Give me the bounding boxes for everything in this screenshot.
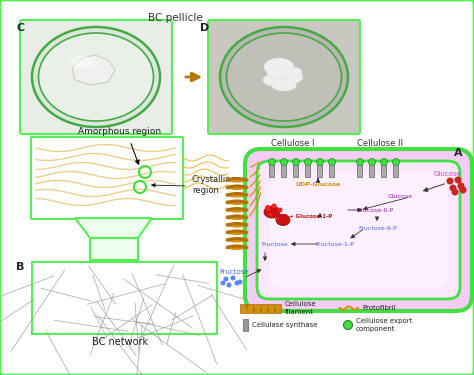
Ellipse shape: [282, 67, 302, 77]
Ellipse shape: [38, 33, 154, 121]
Text: Glucose-6-P: Glucose-6-P: [356, 207, 393, 213]
Ellipse shape: [267, 68, 285, 78]
Text: Fructose: Fructose: [219, 269, 249, 275]
Bar: [369, 163, 374, 177]
Bar: [32, 262, 217, 334]
Bar: [381, 163, 386, 177]
Text: Glucose: Glucose: [387, 194, 412, 198]
Bar: [261, 304, 267, 313]
Text: Cellulose export
component: Cellulose export component: [356, 318, 412, 332]
Circle shape: [275, 216, 279, 220]
FancyBboxPatch shape: [257, 161, 460, 299]
Text: Fructose-6-P: Fructose-6-P: [359, 225, 397, 231]
Bar: [317, 163, 322, 177]
Circle shape: [447, 177, 454, 184]
FancyBboxPatch shape: [20, 20, 172, 134]
Circle shape: [381, 159, 388, 165]
Ellipse shape: [227, 33, 341, 121]
Bar: [254, 304, 260, 313]
Circle shape: [317, 159, 323, 165]
Text: Cellulose
filament: Cellulose filament: [285, 302, 317, 315]
Text: Crystalline
region: Crystalline region: [192, 175, 237, 195]
Text: Fructose: Fructose: [262, 242, 288, 246]
Circle shape: [281, 159, 288, 165]
Circle shape: [272, 204, 276, 209]
Circle shape: [292, 159, 300, 165]
Text: Glucose: Glucose: [434, 171, 462, 177]
Text: UDP-Glucose: UDP-Glucose: [295, 183, 341, 188]
Circle shape: [277, 207, 283, 213]
Text: UTP + Glucose-1-P: UTP + Glucose-1-P: [275, 213, 333, 219]
Bar: [269, 163, 274, 177]
Bar: [393, 163, 398, 177]
Circle shape: [328, 159, 336, 165]
Text: Cellulose I: Cellulose I: [271, 139, 315, 148]
Ellipse shape: [264, 206, 280, 218]
Text: Protofibril: Protofibril: [362, 305, 396, 311]
Bar: [243, 319, 248, 331]
Circle shape: [452, 189, 458, 195]
FancyBboxPatch shape: [245, 149, 472, 311]
Ellipse shape: [272, 79, 297, 91]
Bar: [305, 163, 310, 177]
Bar: [247, 304, 253, 313]
Circle shape: [227, 282, 231, 288]
Circle shape: [268, 213, 272, 217]
Ellipse shape: [276, 214, 290, 225]
Circle shape: [344, 321, 353, 330]
Text: BC pellicle: BC pellicle: [147, 13, 202, 23]
Text: Amorphous region: Amorphous region: [78, 127, 162, 136]
Bar: [281, 163, 286, 177]
Ellipse shape: [220, 27, 348, 127]
Bar: [240, 304, 246, 313]
Circle shape: [230, 276, 236, 280]
Bar: [293, 163, 298, 177]
FancyBboxPatch shape: [208, 20, 360, 134]
Polygon shape: [75, 218, 152, 238]
Circle shape: [457, 183, 465, 189]
Polygon shape: [72, 55, 115, 85]
Circle shape: [237, 279, 243, 285]
FancyBboxPatch shape: [31, 137, 183, 219]
Text: A: A: [455, 148, 463, 158]
Circle shape: [459, 186, 466, 194]
Ellipse shape: [264, 58, 294, 76]
Bar: [90, 238, 138, 260]
Circle shape: [224, 276, 228, 282]
Circle shape: [392, 159, 400, 165]
Circle shape: [304, 159, 311, 165]
Ellipse shape: [275, 70, 303, 84]
Bar: [329, 163, 334, 177]
Circle shape: [449, 184, 456, 192]
Bar: [275, 304, 281, 313]
Circle shape: [268, 159, 275, 165]
Ellipse shape: [263, 74, 285, 86]
Text: Fructose-1-P: Fructose-1-P: [316, 242, 355, 246]
Text: BC network: BC network: [92, 337, 148, 347]
Text: C: C: [16, 23, 24, 33]
Ellipse shape: [32, 27, 160, 127]
Ellipse shape: [70, 56, 94, 68]
Circle shape: [368, 159, 375, 165]
Text: B: B: [16, 262, 24, 272]
Text: Cellulase synthase: Cellulase synthase: [252, 322, 318, 328]
Text: Cellulose II: Cellulose II: [357, 139, 403, 148]
Circle shape: [455, 177, 462, 183]
Text: D: D: [200, 23, 209, 33]
Circle shape: [265, 205, 271, 211]
Bar: [357, 163, 362, 177]
Circle shape: [220, 280, 226, 285]
FancyBboxPatch shape: [269, 173, 448, 287]
Bar: [268, 304, 274, 313]
Circle shape: [356, 159, 364, 165]
Circle shape: [235, 280, 239, 285]
